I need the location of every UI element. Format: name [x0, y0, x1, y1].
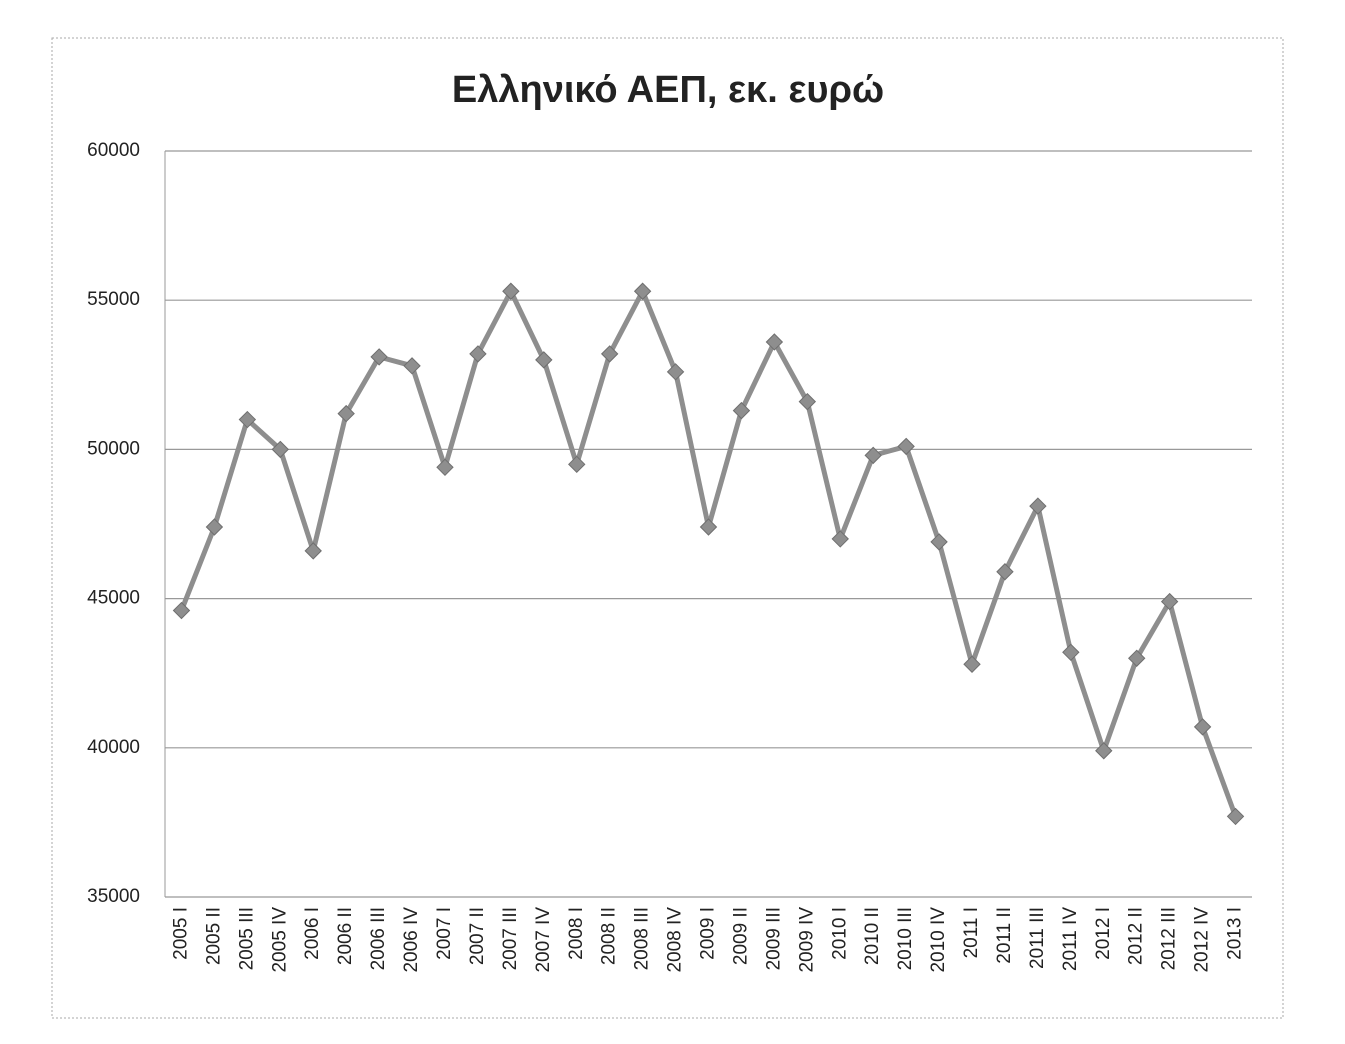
x-tick-label: 2011 I: [961, 907, 982, 958]
x-tick-label: 2005 II: [203, 907, 224, 965]
point-marker: [370, 348, 388, 366]
point-marker: [864, 446, 882, 465]
point-marker: [568, 455, 586, 474]
chart-title: Ελληνικό ΑΕΠ, εκ. ευρώ: [452, 69, 884, 111]
x-tick-label: 2013 I: [1225, 907, 1246, 960]
x-tick-label: 2010 I: [829, 907, 850, 960]
x-tick-label: 2008 III: [632, 907, 653, 970]
point-marker: [897, 437, 915, 456]
chart-frame: [51, 37, 1284, 1019]
point-marker: [436, 458, 454, 477]
y-tick-label: 50000: [87, 438, 140, 459]
x-tick-label: 2009 III: [763, 907, 784, 970]
y-tick-label: 45000: [87, 588, 140, 609]
x-tick-label: 2006 I: [302, 907, 323, 960]
x-tick-label: 2011 III: [1027, 907, 1048, 969]
point-marker: [271, 440, 289, 459]
x-tick-label: 2009 I: [698, 907, 719, 960]
point-marker: [304, 542, 322, 560]
x-tick-label: 2008 IV: [665, 907, 686, 973]
x-tick-label: 2008 I: [566, 907, 587, 960]
point-marker: [1193, 718, 1212, 736]
y-tick-label: 40000: [87, 737, 140, 758]
point-marker: [732, 401, 751, 420]
x-tick-label: 2010 IV: [928, 907, 949, 973]
point-marker: [403, 357, 421, 375]
point-marker: [502, 282, 520, 300]
point-marker: [831, 530, 849, 548]
x-tick-label: 2011 II: [994, 907, 1015, 964]
x-tick-label: 2007 I: [434, 907, 455, 960]
point-marker: [666, 363, 685, 381]
x-tick-label: 2006 IV: [401, 907, 422, 973]
x-tick-label: 2005 IV: [269, 907, 290, 973]
y-tick-label: 35000: [87, 886, 140, 907]
x-tick-label: 2007 IV: [533, 907, 554, 973]
x-tick-label: 2007 II: [467, 907, 488, 965]
point-marker: [238, 410, 257, 429]
point-marker: [930, 533, 948, 551]
point-marker: [600, 345, 619, 363]
x-tick-label: 2007 III: [500, 907, 521, 970]
point-marker: [1029, 497, 1047, 515]
point-marker: [963, 655, 981, 673]
point-marker: [798, 392, 817, 411]
x-tick-label: 2012 II: [1126, 907, 1147, 965]
point-marker: [205, 518, 224, 536]
x-tick-label: 2009 IV: [796, 907, 817, 973]
point-marker: [172, 601, 191, 620]
x-tick-label: 2006 II: [335, 907, 356, 965]
x-tick-label: 2005 III: [236, 907, 257, 970]
x-tick-label: 2012 I: [1093, 907, 1114, 960]
x-tick-label: 2009 II: [730, 907, 751, 965]
x-tick-label: 2005 I: [170, 907, 191, 960]
x-tick-label: 2010 III: [895, 907, 916, 970]
point-marker: [996, 563, 1014, 581]
point-marker: [1128, 649, 1146, 667]
x-tick-label: 2011 IV: [1060, 907, 1081, 971]
x-tick-label: 2010 II: [862, 907, 883, 965]
point-marker: [1226, 807, 1245, 826]
y-tick-label: 55000: [87, 289, 140, 310]
point-marker: [765, 333, 784, 351]
point-marker: [337, 404, 355, 423]
x-tick-label: 2012 III: [1159, 907, 1180, 970]
x-tick-label: 2008 II: [599, 907, 620, 965]
point-marker: [1062, 643, 1080, 662]
x-tick-label: 2006 III: [368, 907, 389, 970]
x-tick-label: 2012 IV: [1192, 907, 1213, 973]
y-tick-label: 60000: [87, 140, 140, 161]
point-marker: [633, 282, 652, 300]
point-marker: [1160, 592, 1179, 611]
point-marker: [535, 351, 553, 369]
point-marker: [469, 345, 487, 363]
point-marker: [1095, 742, 1113, 760]
point-marker: [699, 518, 718, 536]
